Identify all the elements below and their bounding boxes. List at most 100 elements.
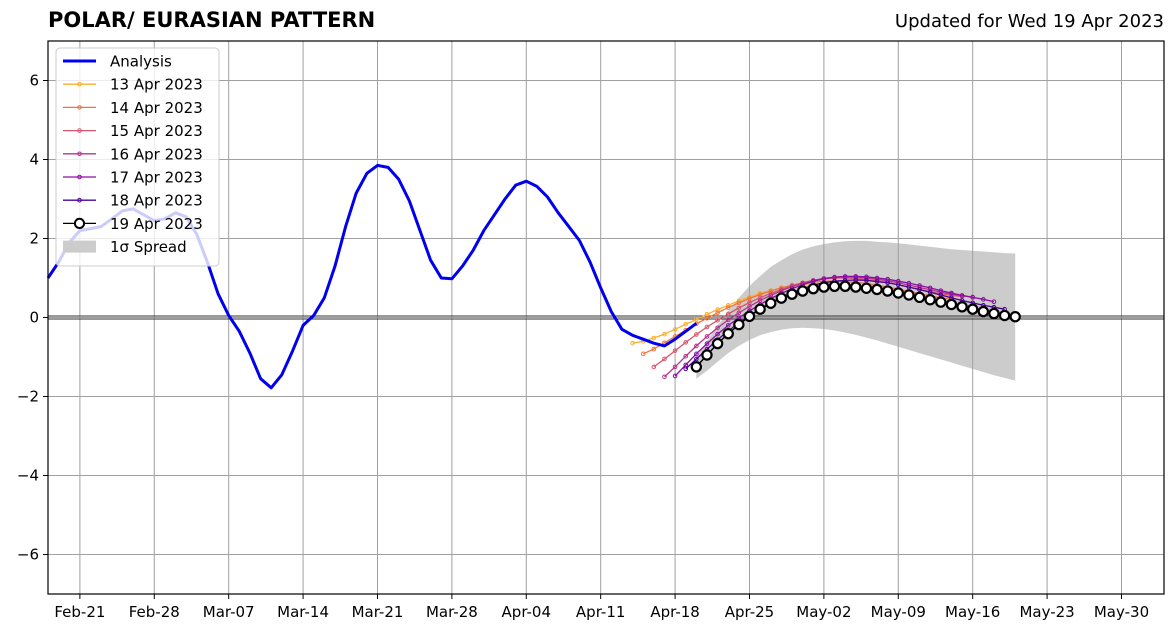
x-tick-label: Feb-28 (129, 603, 180, 621)
forecast-point (871, 283, 883, 296)
chart-title: POLAR/ EURASIAN PATTERN (48, 8, 376, 32)
forecast-point (828, 280, 841, 292)
forecast-point (704, 315, 710, 321)
forecast-point (779, 288, 784, 293)
y-tick-label: 2 (29, 230, 39, 248)
legend-forecast-label: 16 Apr 2023 (110, 145, 203, 163)
x-tick-label: Mar-28 (426, 603, 478, 621)
x-tick-label: May-09 (871, 603, 926, 621)
legend-forecast-marker (77, 81, 82, 87)
x-tick-label: Apr-04 (502, 603, 552, 621)
legend-spread-label: 1σ Spread (110, 238, 187, 256)
forecast-point (935, 296, 947, 308)
forecast-point (690, 361, 703, 373)
legend-forecast-label: 14 Apr 2023 (110, 99, 203, 117)
legend-forecast-label: 18 Apr 2023 (110, 192, 203, 210)
forecast-point (725, 311, 731, 317)
forecast-point (672, 348, 678, 353)
forecast-line (674, 275, 995, 377)
forecast-point (672, 327, 678, 332)
forecast-point (927, 285, 933, 291)
forecast-point (981, 297, 986, 302)
forecast-point (722, 327, 734, 340)
forecast-point (1009, 311, 1021, 323)
forecast-point (683, 353, 689, 359)
forecast-point (839, 280, 851, 292)
y-tick-label: −2 (17, 388, 39, 406)
forecast-point (672, 373, 678, 379)
x-tick-label: May-16 (945, 603, 1000, 621)
x-tick-label: Mar-14 (277, 603, 329, 621)
forecast-point (903, 289, 915, 301)
forecast-point (715, 325, 720, 331)
forecast-point (694, 317, 699, 322)
tick-labels-layer: Feb-21 Feb-28 Mar-07 Mar-14 Mar-21 Mar-28 Apr-… (17, 72, 1149, 622)
forecast-point (662, 331, 667, 337)
forecast-point (725, 323, 731, 328)
forecast-point (885, 280, 890, 286)
forecast-point (977, 305, 990, 318)
forecast-point (765, 297, 777, 309)
y-tick-label: 4 (29, 151, 39, 169)
grid-layer (48, 41, 1164, 594)
forecast-point (704, 341, 710, 346)
forecast-point (662, 356, 667, 362)
legend-forecast-label: 13 Apr 2023 (110, 76, 203, 94)
forecast-point (913, 291, 926, 304)
legend-forecast-marker (73, 217, 86, 229)
forecast-point (917, 287, 922, 292)
forecast-point (694, 356, 699, 362)
forecast-point (683, 366, 689, 372)
forecast-point (970, 295, 975, 300)
legend-forecast-label: 19 Apr 2023 (110, 215, 203, 233)
forecast-point (850, 281, 862, 293)
forecast-point (959, 293, 965, 298)
y-tick-label: −6 (17, 546, 39, 564)
forecast-point (924, 294, 936, 306)
forecast-point (651, 335, 657, 341)
forecast-point (725, 305, 731, 310)
updated-date-label: Updated for Wed 19 Apr 2023 (894, 11, 1164, 32)
forecast-point (860, 282, 873, 294)
zero-line-layer (48, 315, 1164, 320)
forecast-point (864, 278, 869, 283)
forecast-point (715, 331, 720, 337)
forecast-point (938, 288, 944, 293)
legend-forecast-marker (77, 151, 82, 157)
forecast-point (672, 364, 678, 370)
forecast-point (988, 307, 1000, 320)
forecast-point (747, 304, 752, 309)
forecast-point (694, 351, 699, 357)
forecast-point (818, 281, 830, 293)
y-tick-label: −4 (17, 467, 39, 485)
x-tick-label: Feb-21 (54, 603, 105, 621)
legend-forecast-marker (77, 105, 82, 110)
y-tick-label: 0 (29, 309, 39, 327)
forecast-point (892, 287, 904, 299)
forecast-point (949, 290, 954, 296)
forecast-point (754, 303, 766, 315)
forecast-point (956, 301, 968, 313)
x-tick-label: Apr-11 (576, 603, 626, 621)
forecast-point (906, 284, 912, 290)
x-tick-label: Apr-18 (650, 603, 700, 621)
forecast-point (991, 299, 997, 305)
spread-band (696, 240, 1016, 381)
forecast-point (694, 332, 699, 337)
forecast-point (796, 285, 809, 297)
forecast-point (927, 289, 933, 295)
x-tick-label: Mar-21 (352, 603, 404, 621)
legend-forecast-marker (77, 197, 82, 203)
forecast-point (683, 340, 689, 345)
forecast-point (736, 310, 742, 316)
forecast-point (786, 288, 798, 300)
forecast-point (881, 285, 894, 297)
forecast-point (874, 279, 880, 284)
forecast-point (640, 351, 646, 357)
forecast-point (683, 321, 689, 327)
legend-forecast-marker (77, 174, 82, 180)
forecast-point (715, 317, 720, 323)
spread-band-layer (696, 240, 1016, 381)
forecast-point (736, 305, 742, 311)
